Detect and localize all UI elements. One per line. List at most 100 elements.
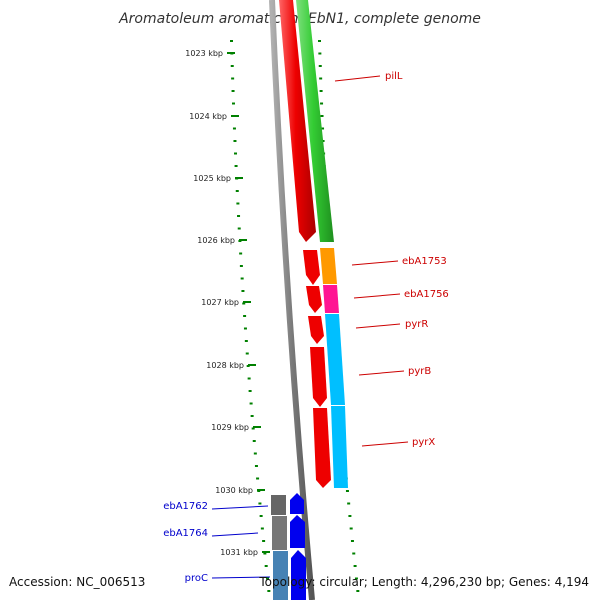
gc-dot bbox=[233, 140, 237, 142]
gc-dot bbox=[264, 565, 268, 567]
gc-dot bbox=[260, 527, 264, 530]
gene-label-ebA1756[interactable]: ebA1756 bbox=[404, 289, 449, 300]
gene-arrow-pyrB-red[interactable] bbox=[310, 347, 327, 407]
gene-block-ebA1756[interactable] bbox=[323, 285, 339, 313]
gc-dot bbox=[231, 90, 235, 92]
accession-text: Accession: NC_006513 bbox=[9, 575, 145, 589]
gc-dot bbox=[356, 590, 360, 592]
gene-label-leader bbox=[355, 323, 401, 329]
gene-label-ebA1764[interactable]: ebA1764 bbox=[163, 528, 208, 539]
gc-dot bbox=[318, 52, 322, 55]
position-ruler: 1023 kbp 1024 kbp 1025 kbp 1026 kbp 1027 kbp… bbox=[185, 49, 270, 557]
ruler-tick-label: 1025 kbp bbox=[193, 174, 231, 183]
gc-dot bbox=[254, 465, 258, 467]
gc-dot bbox=[230, 65, 234, 67]
gene-arrow-ebA1756-red[interactable] bbox=[306, 286, 322, 313]
gene-block-pilL[interactable] bbox=[296, 0, 334, 242]
ruler-tick-label: 1030 kbp bbox=[215, 486, 253, 495]
gc-dot bbox=[249, 402, 253, 405]
gc-dot bbox=[352, 552, 356, 555]
gene-label-pyrR[interactable]: pyrR bbox=[405, 319, 428, 330]
gene-label-proC[interactable]: proC bbox=[185, 573, 208, 584]
gene-block-pyrX[interactable] bbox=[331, 406, 348, 488]
gc-dot bbox=[234, 152, 238, 155]
gene-block-ebA1764[interactable] bbox=[272, 516, 287, 550]
gc-dot bbox=[267, 590, 271, 592]
gc-dot bbox=[348, 515, 352, 517]
gc-dot bbox=[320, 115, 324, 117]
gene-label-leader bbox=[351, 260, 399, 266]
gc-dot bbox=[236, 202, 240, 205]
gc-dot bbox=[353, 565, 357, 567]
gc-dot bbox=[347, 502, 351, 505]
gc-dot bbox=[253, 452, 257, 455]
gene-label-leader bbox=[334, 75, 381, 82]
gene-label-leader bbox=[211, 532, 259, 537]
gc-dot bbox=[242, 302, 246, 305]
gc-dot bbox=[262, 540, 266, 542]
gc-dot bbox=[243, 327, 247, 330]
gene-arrow-proC-blue[interactable] bbox=[291, 550, 306, 600]
gc-dot bbox=[247, 377, 251, 380]
gc-dot bbox=[319, 77, 323, 80]
genome-summary-text: Topology: circular; Length: 4,296,230 bp… bbox=[258, 575, 589, 589]
gc-dot bbox=[239, 252, 243, 255]
gene-block-pyrB[interactable] bbox=[325, 314, 345, 405]
gene-label-leader bbox=[211, 576, 271, 579]
gc-dot bbox=[350, 540, 354, 542]
gene-label-ebA1753[interactable]: ebA1753 bbox=[402, 256, 447, 267]
gc-dot bbox=[244, 340, 248, 342]
genome-backbone bbox=[269, 0, 315, 600]
gene-label-pyrX[interactable]: pyrX bbox=[412, 437, 435, 448]
gene-block-ebA1753[interactable] bbox=[320, 248, 337, 284]
gene-arrow-ebA1762-blue[interactable] bbox=[290, 493, 304, 514]
annotation-genes bbox=[296, 0, 348, 488]
gc-dot bbox=[263, 552, 267, 555]
gc-dot bbox=[239, 265, 243, 267]
gene-block-proC-steel[interactable] bbox=[273, 551, 288, 600]
gc-dot bbox=[354, 577, 358, 580]
gc-dot bbox=[230, 40, 233, 42]
gene-arrow-pyrX-red[interactable] bbox=[313, 408, 331, 488]
ruler-tick-label: 1029 kbp bbox=[211, 423, 249, 432]
gc-dot bbox=[256, 477, 260, 480]
gene-label-leader bbox=[211, 505, 269, 510]
gene-label-pyrB[interactable]: pyrB bbox=[408, 366, 431, 377]
gc-dot bbox=[345, 490, 349, 492]
gc-dot bbox=[318, 65, 322, 67]
gc-dot bbox=[320, 102, 324, 105]
gc-dot bbox=[243, 315, 247, 317]
gc-dot bbox=[266, 577, 270, 580]
ruler-tick-label: 1023 kbp bbox=[185, 49, 223, 58]
gene-arrow-ebA1764-blue[interactable] bbox=[290, 515, 305, 548]
gc-dot bbox=[234, 165, 238, 167]
gene-arrow-pilL-red[interactable] bbox=[279, 0, 316, 242]
gc-dot bbox=[318, 40, 321, 42]
gc-dot bbox=[231, 102, 235, 105]
gc-dot bbox=[241, 290, 245, 292]
gene-arrow-pyrR-red[interactable] bbox=[308, 316, 324, 344]
gene-block-ebA1762[interactable] bbox=[271, 495, 286, 515]
gene-label-ebA1762[interactable]: ebA1762 bbox=[163, 501, 208, 512]
ruler-tick-label: 1026 kbp bbox=[197, 236, 235, 245]
gene-labels: pilL ebA1753 ebA1756 pyrR pyrB pyrX ebA1762 ebA… bbox=[163, 71, 449, 584]
gene-label-leader bbox=[353, 293, 401, 299]
ruler-tick-label: 1031 kbp bbox=[220, 548, 258, 557]
gc-dot bbox=[237, 227, 241, 230]
gc-dot bbox=[251, 427, 255, 430]
ruler-tick-label: 1027 kbp bbox=[201, 298, 239, 307]
gene-label-pilL[interactable]: pilL bbox=[385, 71, 403, 82]
gc-dot bbox=[250, 415, 254, 417]
gc-dot bbox=[252, 440, 256, 442]
gc-dot bbox=[349, 527, 353, 530]
gene-arrow-ebA1753-red[interactable] bbox=[303, 250, 320, 285]
forward-strand-genes bbox=[279, 0, 331, 488]
gc-dot bbox=[237, 215, 241, 217]
ruler-tick-label: 1028 kbp bbox=[206, 361, 244, 370]
gene-label-leader bbox=[361, 441, 409, 447]
gc-dot bbox=[319, 90, 323, 92]
gc-dot bbox=[240, 277, 244, 280]
gc-dot bbox=[248, 390, 252, 392]
